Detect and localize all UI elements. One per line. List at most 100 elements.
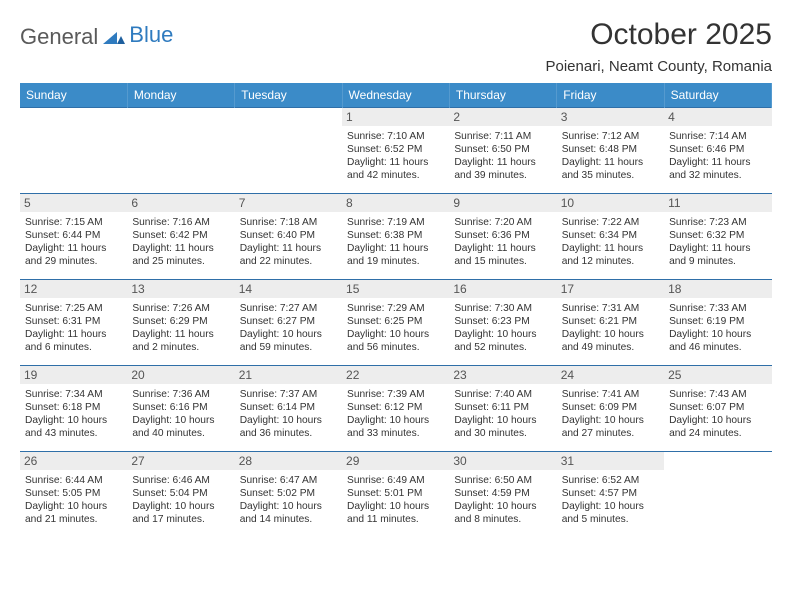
day-details: Sunrise: 7:18 AMSunset: 6:40 PMDaylight:… — [235, 212, 342, 270]
weekday-header: Tuesday — [235, 83, 342, 108]
sunrise-text: Sunrise: 7:34 AM — [25, 388, 124, 401]
sunrise-text: Sunrise: 7:26 AM — [132, 302, 231, 315]
day-details: Sunrise: 7:26 AMSunset: 6:29 PMDaylight:… — [127, 298, 234, 356]
sunrise-text: Sunrise: 7:10 AM — [347, 130, 446, 143]
day-number: 27 — [127, 452, 234, 470]
sunrise-text: Sunrise: 7:36 AM — [132, 388, 231, 401]
daylight-text: Daylight: 10 hours and 11 minutes. — [347, 500, 446, 526]
day-details: Sunrise: 7:41 AMSunset: 6:09 PMDaylight:… — [557, 384, 664, 442]
sunset-text: Sunset: 6:42 PM — [132, 229, 231, 242]
day-number — [20, 108, 127, 126]
calendar-week-row: 1Sunrise: 7:10 AMSunset: 6:52 PMDaylight… — [20, 108, 772, 194]
sunset-text: Sunset: 6:48 PM — [562, 143, 661, 156]
day-number: 7 — [235, 194, 342, 212]
day-number: 9 — [449, 194, 556, 212]
sunrise-text: Sunrise: 7:25 AM — [25, 302, 124, 315]
day-number: 26 — [20, 452, 127, 470]
sunrise-text: Sunrise: 7:16 AM — [132, 216, 231, 229]
calendar-day-cell: 18Sunrise: 7:33 AMSunset: 6:19 PMDayligh… — [664, 280, 771, 366]
daylight-text: Daylight: 11 hours and 35 minutes. — [562, 156, 661, 182]
daylight-text: Daylight: 10 hours and 36 minutes. — [240, 414, 339, 440]
calendar-day-cell: 2Sunrise: 7:11 AMSunset: 6:50 PMDaylight… — [449, 108, 556, 194]
daylight-text: Daylight: 11 hours and 25 minutes. — [132, 242, 231, 268]
daylight-text: Daylight: 10 hours and 5 minutes. — [562, 500, 661, 526]
location-label: Poienari, Neamt County, Romania — [546, 58, 773, 75]
day-number: 4 — [664, 108, 771, 126]
sunset-text: Sunset: 6:21 PM — [562, 315, 661, 328]
calendar-day-cell: 17Sunrise: 7:31 AMSunset: 6:21 PMDayligh… — [557, 280, 664, 366]
daylight-text: Daylight: 11 hours and 2 minutes. — [132, 328, 231, 354]
day-details: Sunrise: 7:31 AMSunset: 6:21 PMDaylight:… — [557, 298, 664, 356]
day-details: Sunrise: 7:40 AMSunset: 6:11 PMDaylight:… — [449, 384, 556, 442]
sunset-text: Sunset: 5:04 PM — [132, 487, 231, 500]
daylight-text: Daylight: 10 hours and 30 minutes. — [454, 414, 553, 440]
day-details: Sunrise: 7:20 AMSunset: 6:36 PMDaylight:… — [449, 212, 556, 270]
sunrise-text: Sunrise: 6:47 AM — [240, 474, 339, 487]
day-number: 31 — [557, 452, 664, 470]
weekday-header: Wednesday — [342, 83, 449, 108]
sunrise-text: Sunrise: 7:18 AM — [240, 216, 339, 229]
day-details: Sunrise: 7:23 AMSunset: 6:32 PMDaylight:… — [664, 212, 771, 270]
calendar-day-cell: 12Sunrise: 7:25 AMSunset: 6:31 PMDayligh… — [20, 280, 127, 366]
brand-word-2: Blue — [129, 22, 173, 48]
daylight-text: Daylight: 10 hours and 24 minutes. — [669, 414, 768, 440]
sunset-text: Sunset: 4:57 PM — [562, 487, 661, 500]
calendar-day-cell: 15Sunrise: 7:29 AMSunset: 6:25 PMDayligh… — [342, 280, 449, 366]
calendar-day-cell: 31 Sunrise: 6:52 AMSunset: 4:57 PMDayligh… — [557, 452, 664, 538]
sunset-text: Sunset: 6:52 PM — [347, 143, 446, 156]
header: General Blue October 2025 Poienari, Neam… — [20, 18, 772, 75]
day-number — [127, 108, 234, 126]
calendar-day-cell: 6Sunrise: 7:16 AMSunset: 6:42 PMDaylight… — [127, 194, 234, 280]
calendar-day-cell: 27Sunrise: 6:46 AMSunset: 5:04 PMDayligh… — [127, 452, 234, 538]
calendar-day-cell: 16Sunrise: 7:30 AMSunset: 6:23 PMDayligh… — [449, 280, 556, 366]
daylight-text: Daylight: 10 hours and 8 minutes. — [454, 500, 553, 526]
logo-mark-icon — [103, 24, 125, 50]
calendar-day-cell — [664, 452, 771, 538]
day-details: Sunrise: 7:11 AMSunset: 6:50 PMDaylight:… — [449, 126, 556, 184]
sunrise-text: Sunrise: 7:37 AM — [240, 388, 339, 401]
day-details: Sunrise: 7:36 AMSunset: 6:16 PMDaylight:… — [127, 384, 234, 442]
day-number: 6 — [127, 194, 234, 212]
sunrise-text: Sunrise: 7:40 AM — [454, 388, 553, 401]
calendar-day-cell — [235, 108, 342, 194]
sunrise-text: Sunrise: 7:20 AM — [454, 216, 553, 229]
sunset-text: Sunset: 6:44 PM — [25, 229, 124, 242]
day-number: 30 — [449, 452, 556, 470]
calendar-day-cell: 28Sunrise: 6:47 AMSunset: 5:02 PMDayligh… — [235, 452, 342, 538]
sunset-text: Sunset: 5:02 PM — [240, 487, 339, 500]
calendar-week-row: 26Sunrise: 6:44 AMSunset: 5:05 PMDayligh… — [20, 452, 772, 538]
sunrise-text: Sunrise: 7:15 AM — [25, 216, 124, 229]
calendar-day-cell — [20, 108, 127, 194]
day-number: 29 — [342, 452, 449, 470]
day-number: 19 — [20, 366, 127, 384]
sunrise-text: Sunrise: 6:52 AM — [562, 474, 661, 487]
day-number: 1 — [342, 108, 449, 126]
day-details: Sunrise: 7:16 AMSunset: 6:42 PMDaylight:… — [127, 212, 234, 270]
day-number: 28 — [235, 452, 342, 470]
sunrise-text: Sunrise: 7:19 AM — [347, 216, 446, 229]
daylight-text: Daylight: 11 hours and 42 minutes. — [347, 156, 446, 182]
sunrise-text: Sunrise: 7:22 AM — [562, 216, 661, 229]
sunset-text: Sunset: 6:23 PM — [454, 315, 553, 328]
calendar-day-cell: 26Sunrise: 6:44 AMSunset: 5:05 PMDayligh… — [20, 452, 127, 538]
day-number: 20 — [127, 366, 234, 384]
day-number: 22 — [342, 366, 449, 384]
day-details: Sunrise: 6:49 AMSunset: 5:01 PMDaylight:… — [342, 470, 449, 528]
day-details: Sunrise: 7:15 AMSunset: 6:44 PMDaylight:… — [20, 212, 127, 270]
sunrise-text: Sunrise: 6:49 AM — [347, 474, 446, 487]
sunset-text: Sunset: 6:27 PM — [240, 315, 339, 328]
sunset-text: Sunset: 6:29 PM — [132, 315, 231, 328]
sunset-text: Sunset: 6:09 PM — [562, 401, 661, 414]
weekday-header: Saturday — [664, 83, 771, 108]
sunset-text: Sunset: 5:05 PM — [25, 487, 124, 500]
sunrise-text: Sunrise: 6:46 AM — [132, 474, 231, 487]
title-block: October 2025 Poienari, Neamt County, Rom… — [546, 18, 773, 75]
day-details: Sunrise: 6:46 AMSunset: 5:04 PMDaylight:… — [127, 470, 234, 528]
day-number: 10 — [557, 194, 664, 212]
sunrise-text: Sunrise: 7:11 AM — [454, 130, 553, 143]
day-number — [235, 108, 342, 126]
daylight-text: Daylight: 10 hours and 59 minutes. — [240, 328, 339, 354]
calendar-table: SundayMondayTuesdayWednesdayThursdayFrid… — [20, 83, 772, 538]
daylight-text: Daylight: 10 hours and 43 minutes. — [25, 414, 124, 440]
sunset-text: Sunset: 6:40 PM — [240, 229, 339, 242]
